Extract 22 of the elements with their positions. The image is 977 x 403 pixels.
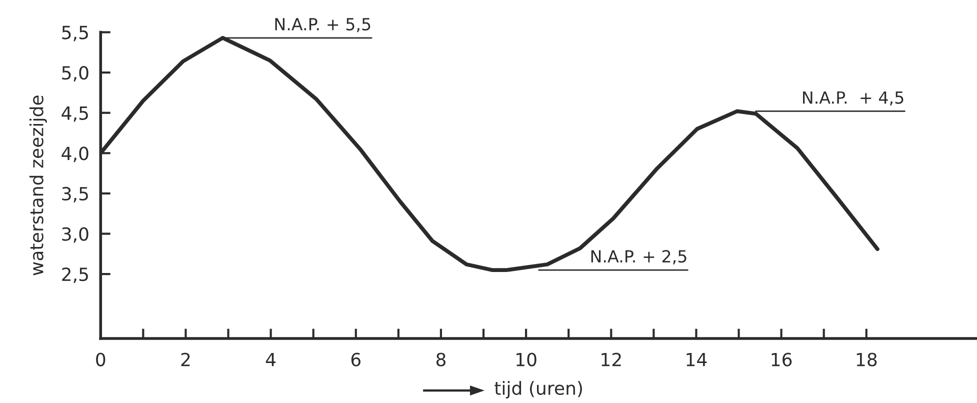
y-tick-label: 3,5 — [62, 186, 88, 202]
x-axis-title: tijd (uren) — [494, 380, 582, 398]
x-tick-label: 16 — [772, 352, 792, 366]
x-tick-label: 0 — [96, 352, 106, 366]
y-tick-label: 4,0 — [62, 146, 88, 162]
y-tick-label: 3,0 — [62, 227, 88, 243]
x-tick-label: 12 — [602, 352, 621, 366]
annotation: N.A.P. + 2,5 — [591, 250, 686, 264]
y-tick-label: 5,5 — [62, 26, 88, 42]
y-tick-label: 5,0 — [62, 66, 88, 82]
x-tick-label: 2 — [181, 352, 190, 366]
x-tick-label: 4 — [266, 352, 276, 366]
annotation: N.A.P. + 4,5 — [803, 91, 904, 106]
x-tick-label: 10 — [516, 352, 536, 366]
y-tick-label: 2,5 — [62, 268, 88, 283]
x-tick-label: 6 — [351, 352, 360, 366]
y-axis-title: waterstand zeezijde — [29, 96, 47, 276]
x-tick-label: 8 — [436, 352, 446, 366]
x-tick-label: 18 — [856, 352, 877, 366]
y-tick-label: 4,5 — [62, 106, 88, 122]
annotation: N.A.P. + 5,5 — [275, 18, 370, 32]
x-tick-label: 14 — [686, 352, 707, 366]
